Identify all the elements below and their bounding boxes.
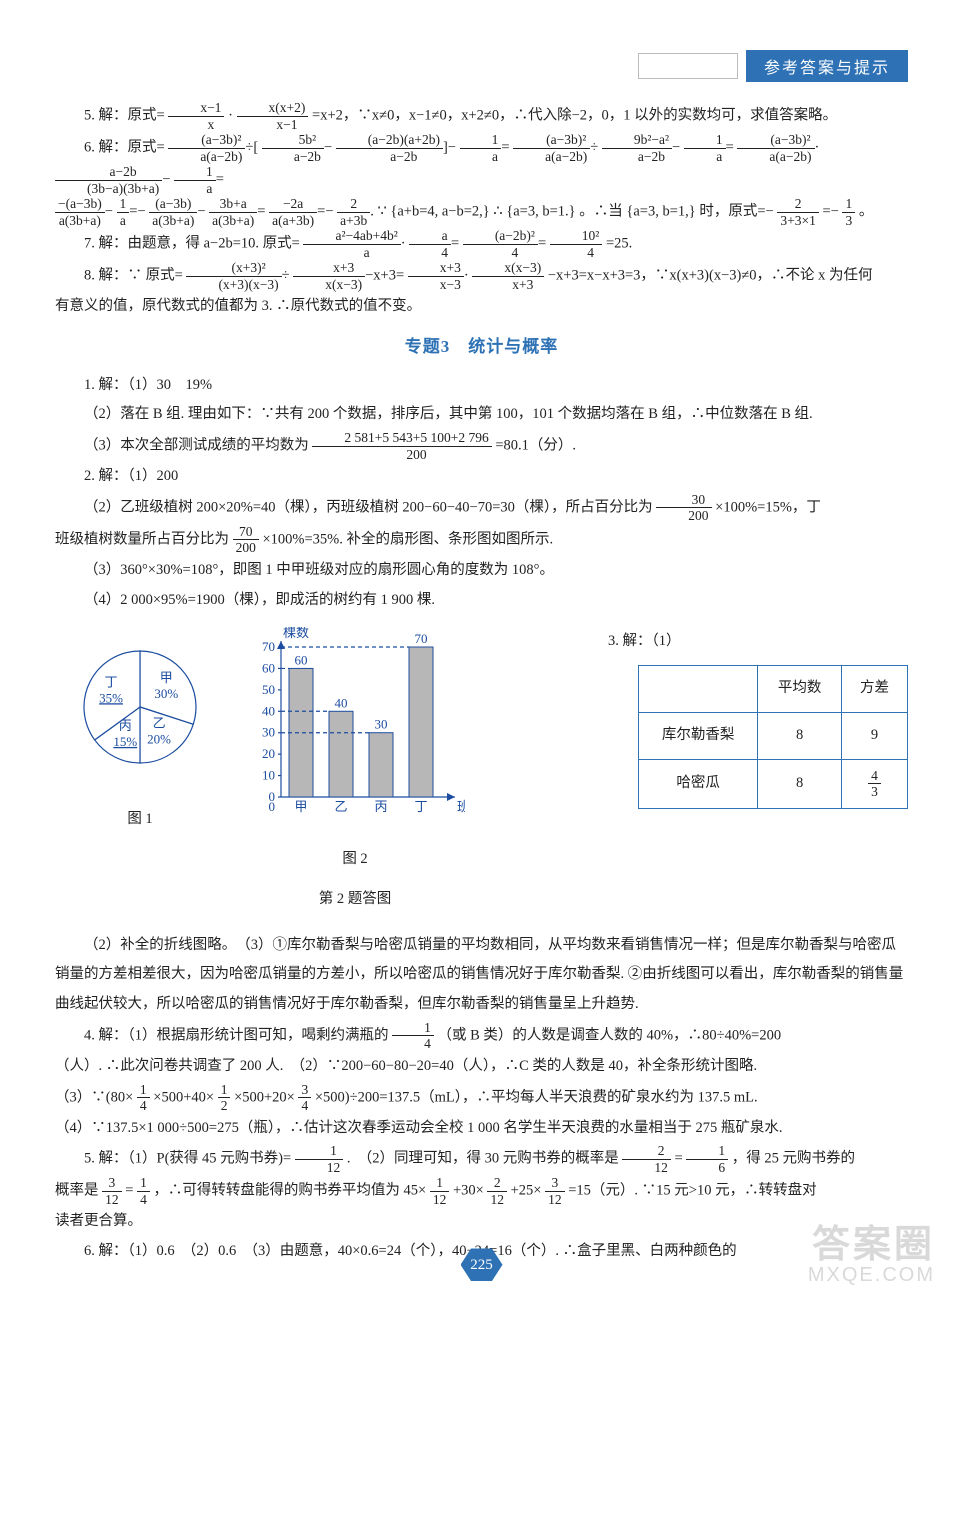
solution-6-cont: −(a−3b)a(3b+a)− 1a=− (a−3b)a(3b+a)− 3b+a… (55, 196, 908, 228)
svg-text:60: 60 (295, 653, 308, 668)
q4-1: 4. 解：（1）根据扇形统计图可知，喝剩约满瓶的 14 （或 B 类）的人数是调… (55, 1020, 908, 1052)
svg-text:乙: 乙 (153, 716, 166, 731)
svg-text:20: 20 (262, 747, 275, 762)
section-3-title: 专题3 统计与概率 (55, 330, 908, 365)
q1-2: （2）落在 B 组. 理由如下：∵共有 200 个数据，排序后，其中第 100，… (55, 400, 908, 430)
svg-text:甲: 甲 (294, 799, 307, 814)
fig1-caption: 图 1 (55, 805, 225, 835)
svg-text:10: 10 (262, 768, 275, 783)
solution-7: 7. 解：由题意，得 a−2b=10. 原式= a²−4ab+4b²a· a4=… (55, 228, 908, 260)
svg-text:甲: 甲 (160, 670, 173, 685)
q3-label: 3. 解：（1） (608, 627, 908, 657)
q3-2: （2）补全的折线图略。 （3）①库尔勒香梨与哈密瓜销量的平均数相同，从平均数来看… (55, 931, 908, 1020)
svg-text:35%: 35% (99, 691, 123, 706)
cell: 8 (758, 759, 842, 808)
stats-table: 平均数 方差 库尔勒香梨 8 9 哈密瓜 8 43 (638, 665, 908, 808)
solution-8-line2: 有意义的值，原代数式的值都为 3. ∴原代数式的值不变。 (55, 292, 908, 322)
svg-text:30%: 30% (154, 686, 178, 701)
header-blank-box (638, 53, 738, 79)
svg-text:0: 0 (269, 799, 276, 814)
q4-3: （3）∵(80× 14 ×500+40× 12 ×500+20× 34 ×500… (55, 1082, 908, 1114)
q1-3: （3）本次全部测试成绩的平均数为 2 581+5 543+5 100+2 796… (55, 430, 908, 462)
svg-text:班级: 班级 (457, 799, 465, 814)
svg-text:50: 50 (262, 682, 275, 697)
q2-2: （2）乙班级植树 200×20%=40（棵），丙班级植树 200−60−40−7… (55, 492, 908, 524)
text: 5. 解：原式= (84, 107, 165, 123)
svg-text:30: 30 (375, 717, 388, 732)
q2-2-cont: 班级植树数量所占百分比为 70200 ×100%=35%. 补全的扇形图、条形图… (55, 524, 908, 556)
svg-text:30: 30 (262, 725, 275, 740)
th-var: 方差 (841, 666, 907, 713)
q1-1: 1. 解：（1）30 19% (55, 371, 908, 401)
cell: 8 (758, 712, 842, 759)
svg-text:丁: 丁 (105, 675, 118, 690)
q4-1-cont: （人）. ∴此次问卷共调查了 200 人. （2）∵200−60−80−20=4… (55, 1052, 908, 1082)
cell: 43 (841, 759, 907, 808)
table-wrap: 3. 解：（1） 平均数 方差 库尔勒香梨 8 9 哈密瓜 8 (608, 627, 908, 808)
svg-text:丙: 丙 (374, 799, 387, 814)
solution-5: 5. 解：原式= x−1x · x(x+2)x−1 =x+2，∵x≠0，x−1≠… (55, 100, 908, 132)
solution-6: 6. 解：原式= (a−3b)²a(a−2b)÷[ 5b²a−2b− (a−2b… (55, 132, 908, 196)
svg-text:70: 70 (415, 631, 428, 646)
q5-cont: 概率是 312 = 14 ，∴可得转转盘能得的购书券平均值为 45× 112 +… (55, 1175, 908, 1207)
svg-text:70: 70 (262, 639, 275, 654)
q5-end: 读者更合算。 (55, 1207, 908, 1237)
q5: 5. 解：（1）P(获得 45 元购书券)= 112 . （2）同理可知，得 3… (55, 1143, 908, 1175)
q4-4: （4）∵137.5×1 000÷500=275（瓶），∴估计这次春季运动会全校 … (55, 1114, 908, 1144)
svg-text:丁: 丁 (414, 799, 427, 814)
svg-text:60: 60 (262, 661, 275, 676)
svg-text:乙: 乙 (334, 799, 347, 814)
header-tag: 参考答案与提示 (746, 50, 908, 82)
solution-8: 8. 解：∵ 原式= (x+3)²(x+3)(x−3)÷ x+3x(x−3)−x… (55, 260, 908, 292)
pie-chart: 甲30%乙20%丙15%丁35% 图 1 (55, 627, 225, 834)
bar-chart: 010203040506070棵数班级060甲40乙30丙70丁 图 2 第 2… (245, 627, 465, 914)
svg-text:40: 40 (335, 696, 348, 711)
figure-row: 甲30%乙20%丙15%丁35% 图 1 010203040506070棵数班级… (55, 627, 908, 914)
svg-text:20%: 20% (147, 732, 171, 747)
q2-1: 2. 解：（1）200 (55, 462, 908, 492)
cell: 哈密瓜 (639, 759, 758, 808)
fig2-caption: 图 2 (245, 845, 465, 875)
cell: 库尔勒香梨 (639, 712, 758, 759)
svg-text:棵数: 棵数 (283, 627, 309, 640)
svg-text:15%: 15% (113, 734, 137, 749)
svg-text:40: 40 (262, 704, 275, 719)
th-blank (639, 666, 758, 713)
q2-3: （3）360°×30%=108°，即图 1 中甲班级对应的扇形圆心角的度数为 1… (55, 556, 908, 586)
page-footer: 225 (0, 1247, 963, 1283)
fig-overall-caption: 第 2 题答图 (245, 885, 465, 915)
q2-4: （4）2 000×95%=1900（棵），即成活的树约有 1 900 棵. (55, 586, 908, 616)
content: 5. 解：原式= x−1x · x(x+2)x−1 =x+2，∵x≠0，x−1≠… (55, 100, 908, 1267)
th-mean: 平均数 (758, 666, 842, 713)
header: 参考答案与提示 (638, 50, 908, 82)
page-number: 225 (461, 1247, 503, 1283)
cell: 9 (841, 712, 907, 759)
